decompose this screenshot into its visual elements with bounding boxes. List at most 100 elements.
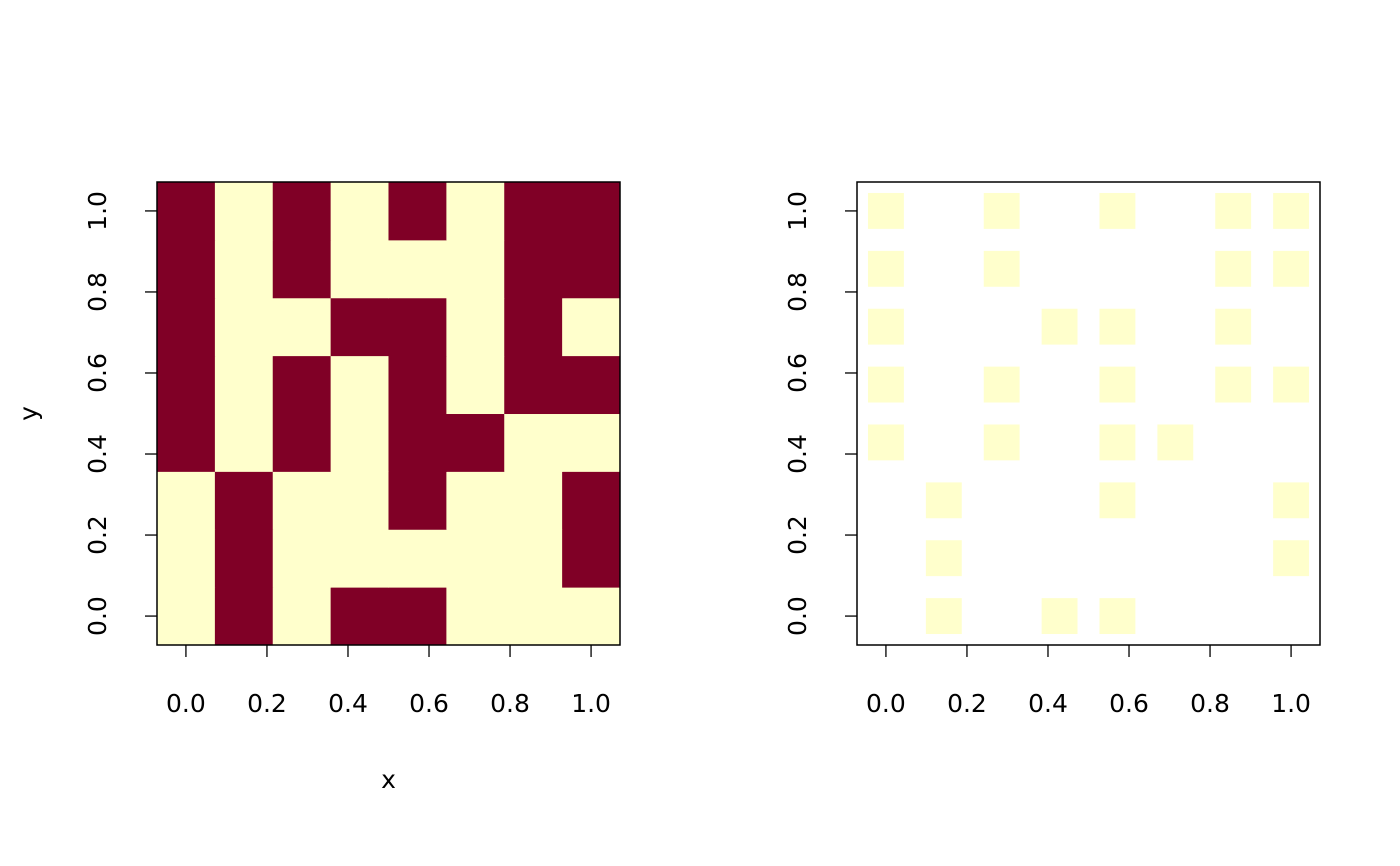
cell — [214, 413, 274, 472]
cell — [1215, 250, 1252, 287]
x-tick-label: 0.4 — [328, 689, 368, 718]
x-tick-label: 0.2 — [947, 689, 987, 718]
cell — [388, 471, 447, 530]
x-tick-label: 0.0 — [866, 689, 906, 718]
cell — [1273, 482, 1310, 519]
cell — [1099, 366, 1136, 403]
y-tick-label: 0.6 — [83, 353, 112, 393]
y-tick-label: 0.8 — [83, 272, 112, 312]
cell — [156, 297, 216, 357]
cell — [214, 355, 274, 415]
cell — [388, 413, 447, 472]
cell — [330, 471, 390, 530]
cell — [156, 413, 216, 472]
cell — [925, 540, 962, 577]
cell — [214, 529, 274, 588]
cell — [1157, 424, 1194, 461]
x-tick-label: 0.4 — [1028, 689, 1068, 718]
x-axis-label: x — [381, 765, 396, 794]
cell — [388, 355, 447, 415]
cell — [867, 366, 904, 403]
cell — [1041, 598, 1078, 635]
y-tick-label: 0.4 — [783, 434, 812, 474]
plot-frame — [156, 181, 621, 646]
cell — [330, 239, 390, 299]
x-tick-label: 0.2 — [247, 689, 287, 718]
cell — [446, 355, 505, 415]
cell — [388, 181, 447, 241]
cell — [867, 308, 904, 345]
x-tick-label: 0.6 — [1109, 689, 1149, 718]
cell — [446, 587, 505, 646]
cell — [1215, 308, 1252, 345]
cell — [156, 355, 216, 415]
y-tick-label: 0.2 — [783, 515, 812, 555]
cell — [330, 587, 390, 646]
cell — [1099, 192, 1136, 229]
x-tick-label: 1.0 — [1271, 689, 1311, 718]
cell — [562, 181, 621, 241]
cell — [272, 587, 332, 646]
y-tick-label: 0.0 — [83, 596, 112, 636]
cell — [156, 181, 216, 241]
cell — [504, 297, 563, 357]
x-tick-label: 0.6 — [409, 689, 449, 718]
cell — [214, 297, 274, 357]
cell — [330, 181, 390, 241]
cell — [1041, 308, 1078, 345]
x-tick-label: 0.0 — [166, 689, 206, 718]
cell — [1273, 250, 1310, 287]
cell — [272, 471, 332, 530]
cell — [330, 297, 390, 357]
cell — [330, 529, 390, 588]
cell — [504, 239, 563, 299]
cell — [156, 529, 216, 588]
cell — [446, 181, 505, 241]
cell — [1099, 308, 1136, 345]
y-tick-label: 1.0 — [783, 191, 812, 231]
cell — [446, 413, 505, 472]
y-tick-label: 0.8 — [783, 272, 812, 312]
y-tick-label: 1.0 — [83, 191, 112, 231]
cell — [1273, 366, 1310, 403]
cell — [388, 587, 447, 646]
cell — [214, 239, 274, 299]
cell — [504, 471, 563, 530]
cell — [1273, 540, 1310, 577]
cell — [1215, 366, 1252, 403]
cell — [867, 424, 904, 461]
cell — [562, 529, 621, 588]
cell — [446, 297, 505, 357]
cell — [867, 192, 904, 229]
cell — [925, 598, 962, 635]
cell — [504, 587, 563, 646]
cell — [156, 239, 216, 299]
x-tick-label: 0.8 — [490, 689, 530, 718]
cell — [214, 471, 274, 530]
cell — [1215, 192, 1252, 229]
cell — [504, 413, 563, 472]
cell — [446, 471, 505, 530]
cell — [156, 587, 216, 646]
cell — [867, 250, 904, 287]
cell — [214, 587, 274, 646]
y-tick-label: 0.6 — [783, 353, 812, 393]
cell — [388, 529, 447, 588]
x-tick-label: 1.0 — [571, 689, 611, 718]
cell — [446, 529, 505, 588]
cell — [562, 413, 621, 472]
cell — [983, 424, 1020, 461]
cell — [562, 355, 621, 415]
cell — [562, 239, 621, 299]
cell — [272, 355, 332, 415]
cell — [272, 297, 332, 357]
y-tick-label: 0.2 — [83, 515, 112, 555]
y-axis-label: y — [14, 406, 43, 421]
cell — [562, 587, 621, 646]
cell — [983, 192, 1020, 229]
y-tick-label: 0.0 — [783, 596, 812, 636]
cell — [330, 413, 390, 472]
cell — [156, 471, 216, 530]
cell — [1099, 424, 1136, 461]
